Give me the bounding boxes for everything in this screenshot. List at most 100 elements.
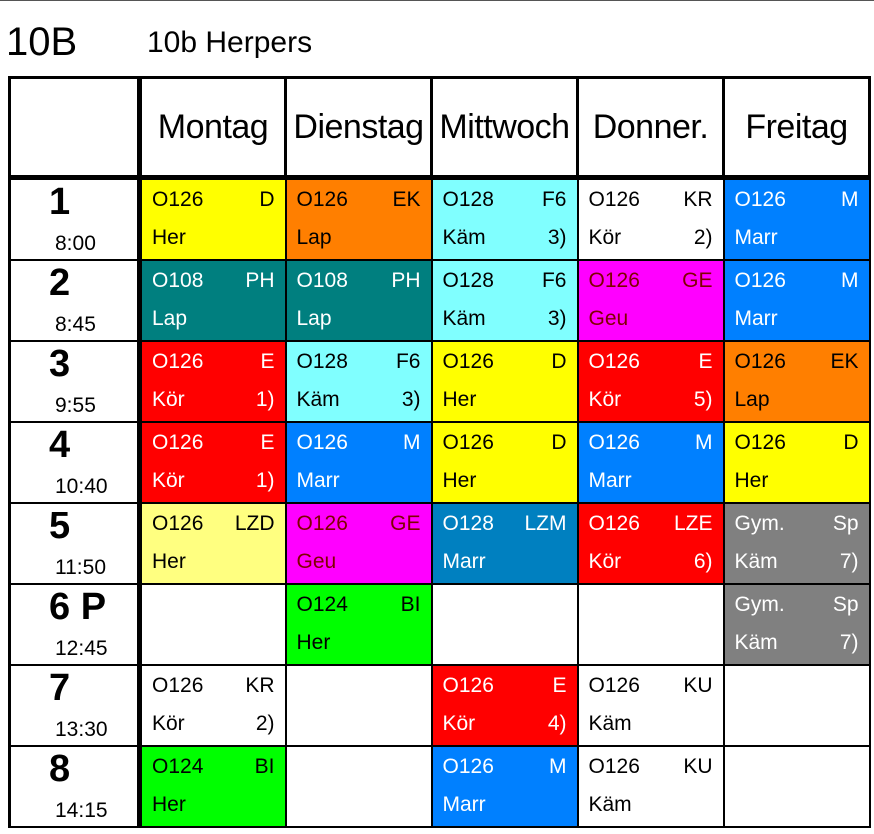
lesson-teacher: Her bbox=[152, 793, 186, 816]
class-id: 10B bbox=[6, 20, 78, 64]
period-start-time: 14:15 bbox=[55, 799, 108, 822]
lesson-teacher: Lap bbox=[152, 307, 188, 330]
lesson-cell-wednesday: O128 F6 Käm 3) bbox=[430, 176, 579, 261]
lesson-block: O128 F6 Käm 3) bbox=[433, 180, 576, 259]
lesson-cell-thursday: O126 KU Käm bbox=[576, 664, 725, 747]
day-header-monday: Montag bbox=[138, 76, 287, 180]
lesson-block: O126 LZE Kör 6) bbox=[579, 505, 722, 582]
lesson-teacher: Her bbox=[296, 631, 331, 654]
lesson-cell-wednesday: O128 LZM Marr bbox=[430, 502, 579, 585]
lesson-cell-tuesday: O108 PH Lap bbox=[284, 259, 433, 342]
lesson-subject: KR bbox=[683, 188, 713, 211]
lesson-teacher: Kör bbox=[152, 469, 185, 492]
corner-cell bbox=[8, 76, 142, 180]
lesson-block: O126 E Kör 1) bbox=[142, 424, 284, 501]
lesson-subject: M bbox=[695, 431, 713, 454]
period-number: 7 bbox=[49, 667, 71, 709]
lesson-block bbox=[142, 586, 284, 663]
lesson-subject: M bbox=[549, 755, 567, 778]
lesson-teacher: Marr bbox=[296, 469, 340, 492]
lesson-block: O126 EK Lap bbox=[287, 180, 430, 259]
lesson-room: O128 bbox=[442, 512, 494, 535]
period-cell: 4 10:40 bbox=[8, 421, 142, 504]
lesson-cell-monday bbox=[138, 583, 287, 666]
lesson-block: O126 KR Kör 2) bbox=[142, 667, 284, 744]
lesson-teacher: Lap bbox=[296, 226, 332, 249]
lesson-teacher: Käm bbox=[588, 793, 632, 816]
lesson-note: 6) bbox=[693, 550, 713, 573]
lesson-room: O126 bbox=[442, 431, 494, 454]
lesson-subject: F6 bbox=[541, 188, 567, 211]
lesson-subject: M bbox=[403, 431, 421, 454]
lesson-room: O126 bbox=[442, 674, 494, 697]
lesson-note: 2) bbox=[255, 712, 275, 735]
lesson-room: O126 bbox=[588, 269, 640, 292]
lesson-subject: LZM bbox=[524, 512, 567, 535]
lesson-block: O128 F6 Käm 3) bbox=[433, 262, 576, 339]
period-cell: 6 P 12:45 bbox=[8, 583, 142, 666]
lesson-cell-monday: O124 BI Her bbox=[138, 745, 287, 828]
lesson-room: O126 bbox=[734, 350, 786, 373]
period-row: 4 10:40 O126 E Kör 1) O126 M Marr O126 D Her O126 M Ma… bbox=[8, 421, 871, 504]
lesson-cell-thursday bbox=[576, 583, 725, 666]
lesson-block bbox=[433, 586, 576, 663]
period-start-time: 8:45 bbox=[55, 313, 96, 336]
lesson-block bbox=[725, 748, 868, 825]
lesson-room: O126 bbox=[442, 350, 494, 373]
lesson-block: O126 KU Käm bbox=[579, 667, 722, 744]
lesson-subject: LZE bbox=[673, 512, 713, 535]
lesson-room: O108 bbox=[296, 269, 348, 292]
lesson-block: O126 EK Lap bbox=[725, 343, 868, 420]
lesson-cell-thursday: O126 GE Geu bbox=[576, 259, 725, 342]
lesson-block: O126 E Kör 1) bbox=[142, 343, 284, 420]
lesson-cell-friday: Gym. Sp Käm 7) bbox=[722, 583, 871, 666]
lesson-room: O126 bbox=[588, 674, 640, 697]
period-cell: 3 9:55 bbox=[8, 340, 142, 423]
period-start-time: 11:50 bbox=[55, 556, 106, 579]
lesson-subject: D bbox=[551, 350, 567, 373]
lesson-subject: BI bbox=[400, 593, 421, 616]
lesson-teacher: Lap bbox=[734, 388, 770, 411]
lesson-cell-monday: O126 E Kör 1) bbox=[138, 340, 287, 423]
lesson-cell-thursday: O126 E Kör 5) bbox=[576, 340, 725, 423]
lesson-subject: F6 bbox=[395, 350, 421, 373]
lesson-block: O126 M Marr bbox=[579, 424, 722, 501]
lesson-note: 5) bbox=[693, 388, 713, 411]
lesson-cell-thursday: O126 LZE Kör 6) bbox=[576, 502, 725, 585]
lesson-block bbox=[725, 667, 868, 744]
period-number: 5 bbox=[49, 505, 71, 547]
lesson-teacher: Käm bbox=[296, 388, 340, 411]
lesson-block: O126 D Her bbox=[142, 180, 284, 259]
period-start-time: 9:55 bbox=[55, 394, 96, 417]
lesson-teacher: Her bbox=[152, 550, 186, 573]
lesson-block: O126 M Marr bbox=[287, 424, 430, 501]
lesson-cell-friday bbox=[722, 745, 871, 828]
lesson-teacher: Käm bbox=[442, 226, 486, 249]
lesson-room: O124 bbox=[296, 593, 348, 616]
lesson-block: O126 M Marr bbox=[433, 748, 576, 825]
lesson-cell-friday: O126 M Marr bbox=[722, 259, 871, 342]
lesson-room: O126 bbox=[152, 431, 204, 454]
lesson-note: 7) bbox=[839, 631, 859, 654]
top-rule bbox=[0, 0, 874, 1]
lesson-room: O126 bbox=[152, 350, 204, 373]
lesson-room: O128 bbox=[296, 350, 348, 373]
lesson-cell-tuesday: O126 M Marr bbox=[284, 421, 433, 504]
lesson-cell-tuesday: O128 F6 Käm 3) bbox=[284, 340, 433, 423]
lesson-subject: GE bbox=[390, 512, 421, 535]
lesson-room: O126 bbox=[296, 512, 348, 535]
lesson-block bbox=[287, 667, 430, 744]
lesson-cell-friday: O126 EK Lap bbox=[722, 340, 871, 423]
lesson-room: O126 bbox=[588, 431, 640, 454]
period-row: 8 14:15 O124 BI Her O126 M Marr O126 KU Käm bbox=[8, 745, 871, 828]
lesson-block: O128 F6 Käm 3) bbox=[287, 343, 430, 420]
lesson-block: O126 M Marr bbox=[725, 262, 868, 339]
lesson-teacher: Kör bbox=[152, 388, 185, 411]
lesson-block: O126 E Kör 4) bbox=[433, 667, 576, 744]
lesson-teacher: Marr bbox=[442, 793, 486, 816]
lesson-room: O126 bbox=[152, 512, 204, 535]
lesson-teacher: Marr bbox=[734, 226, 778, 249]
lesson-cell-friday: Gym. Sp Käm 7) bbox=[722, 502, 871, 585]
lesson-room: O126 bbox=[296, 431, 348, 454]
lesson-room: O126 bbox=[296, 188, 348, 211]
